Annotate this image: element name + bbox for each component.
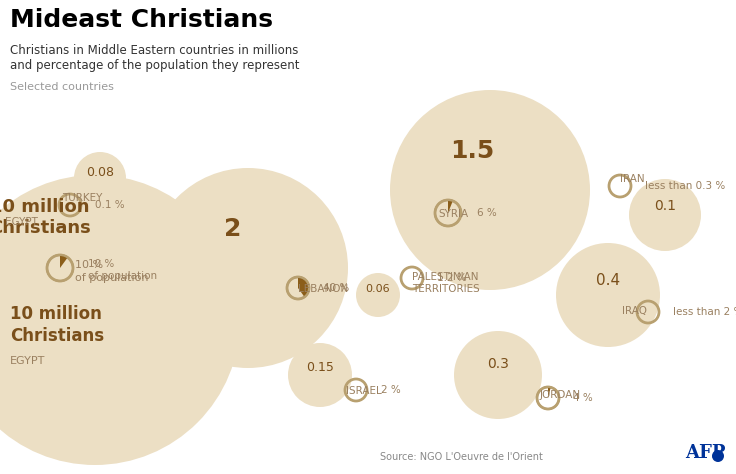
Text: 10 million
Christians: 10 million Christians (0, 198, 91, 237)
Text: EGYPT: EGYPT (10, 356, 46, 366)
Text: 0.06: 0.06 (366, 284, 390, 294)
Wedge shape (298, 277, 309, 297)
Wedge shape (548, 387, 551, 398)
Text: Source: NGO L'Oeuvre de l'Orient: Source: NGO L'Oeuvre de l'Orient (380, 452, 543, 462)
Text: ISRAEL: ISRAEL (346, 386, 382, 396)
Text: less than 2 %: less than 2 % (673, 307, 736, 317)
Circle shape (288, 343, 352, 407)
Text: 1.2 %: 1.2 % (437, 273, 467, 283)
Text: IRAN: IRAN (620, 174, 645, 184)
Text: LEBANON: LEBANON (298, 284, 348, 294)
Text: TURKEY: TURKEY (62, 193, 102, 203)
Text: 2 %: 2 % (381, 385, 400, 395)
Text: 1.5: 1.5 (450, 139, 494, 163)
Text: 0.3: 0.3 (487, 356, 509, 371)
Circle shape (454, 331, 542, 419)
Text: Christians in Middle Eastern countries in millions
and percentage of the populat: Christians in Middle Eastern countries i… (10, 44, 300, 72)
Wedge shape (448, 200, 453, 213)
Text: 2: 2 (224, 217, 241, 241)
Circle shape (356, 273, 400, 317)
Text: 0.4: 0.4 (596, 273, 620, 288)
Text: EGYPT: EGYPT (5, 217, 38, 227)
Text: 10 million
Christians: 10 million Christians (10, 305, 104, 345)
Text: 4 %: 4 % (573, 393, 592, 403)
Circle shape (0, 175, 240, 465)
Circle shape (74, 152, 126, 204)
Text: 10 %: 10 % (75, 260, 103, 270)
Text: Mideast Christians: Mideast Christians (10, 8, 273, 32)
Circle shape (148, 168, 348, 368)
Text: 0.15: 0.15 (306, 361, 334, 374)
Circle shape (629, 179, 701, 251)
Text: JORDAN: JORDAN (540, 390, 581, 400)
Text: less than 0.3 %: less than 0.3 % (645, 181, 725, 191)
Text: SYRIA: SYRIA (438, 209, 468, 219)
Circle shape (390, 90, 590, 290)
Text: 0.1 %: 0.1 % (95, 200, 124, 210)
Text: 0.08: 0.08 (86, 166, 114, 179)
Circle shape (712, 450, 724, 462)
Text: IRAQ: IRAQ (622, 306, 647, 316)
Text: 0.1: 0.1 (654, 200, 676, 213)
Text: 6 %: 6 % (477, 208, 497, 218)
Text: 10 %
of population: 10 % of population (88, 259, 157, 281)
Wedge shape (60, 255, 68, 268)
Text: of population: of population (75, 273, 149, 283)
Text: Selected countries: Selected countries (10, 82, 114, 92)
Circle shape (556, 243, 660, 347)
Text: PALESTINIAN
TERRITORIES: PALESTINIAN TERRITORIES (412, 272, 480, 293)
Text: AFP: AFP (685, 444, 726, 462)
Text: 40 %: 40 % (323, 283, 350, 293)
